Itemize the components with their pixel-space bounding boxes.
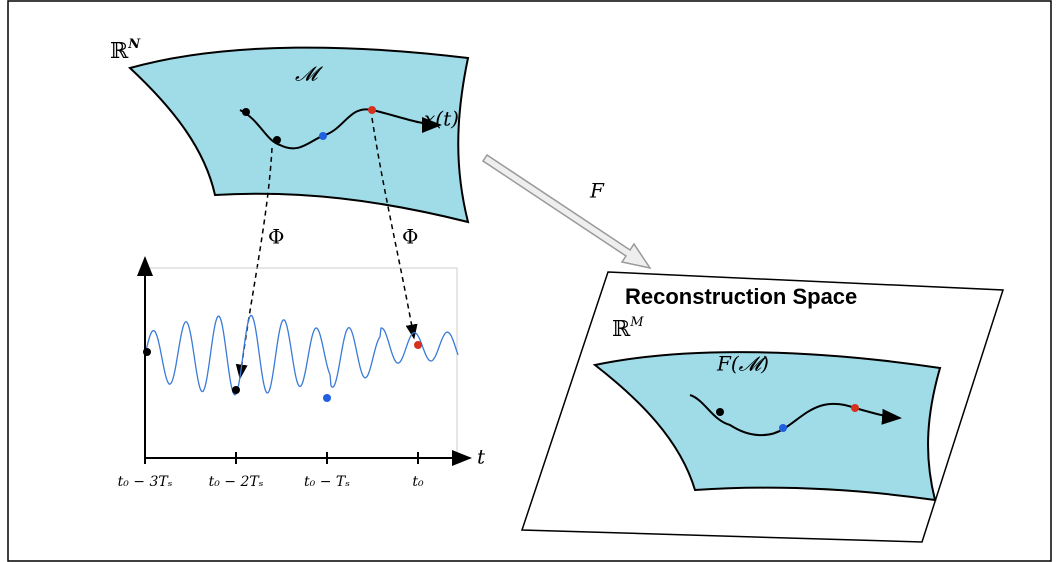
tick-label: t₀	[412, 474, 424, 490]
point	[273, 136, 281, 144]
embedding-arrow	[483, 155, 650, 268]
sample	[323, 394, 331, 402]
trajectory-label: x(t)	[424, 107, 459, 131]
map-label: Φ	[268, 225, 284, 249]
point	[851, 404, 859, 412]
signal	[145, 315, 458, 395]
embedding-label: F	[589, 179, 605, 203]
point	[716, 408, 724, 416]
sample	[232, 386, 240, 394]
page: {"source_space": {"base": "ℝ", "sup": "N…	[0, 0, 1060, 562]
sample	[143, 348, 151, 356]
tick-label: t₀ − 2Tₛ	[209, 474, 264, 490]
tick-label: t₀ − 3Tₛ	[118, 474, 173, 490]
space-label: ℝN	[110, 37, 141, 65]
axis-label: t	[477, 445, 486, 469]
reconstruction-title: Reconstruction Space	[625, 284, 857, 309]
tick-label: t₀ − Tₛ	[304, 474, 350, 490]
point	[319, 132, 327, 140]
map-label: Φ	[402, 225, 418, 249]
point	[779, 424, 787, 432]
point	[242, 108, 250, 116]
sample	[414, 341, 422, 349]
plot-frame	[145, 268, 457, 458]
point	[368, 106, 376, 114]
manifold-label: F(𝓜)	[716, 352, 769, 376]
diagram: ℝN 𝓜 x(t) Φ Φ F t t₀ − 3Tₛt₀ − 2Tₛt₀ − T…	[0, 0, 1060, 562]
